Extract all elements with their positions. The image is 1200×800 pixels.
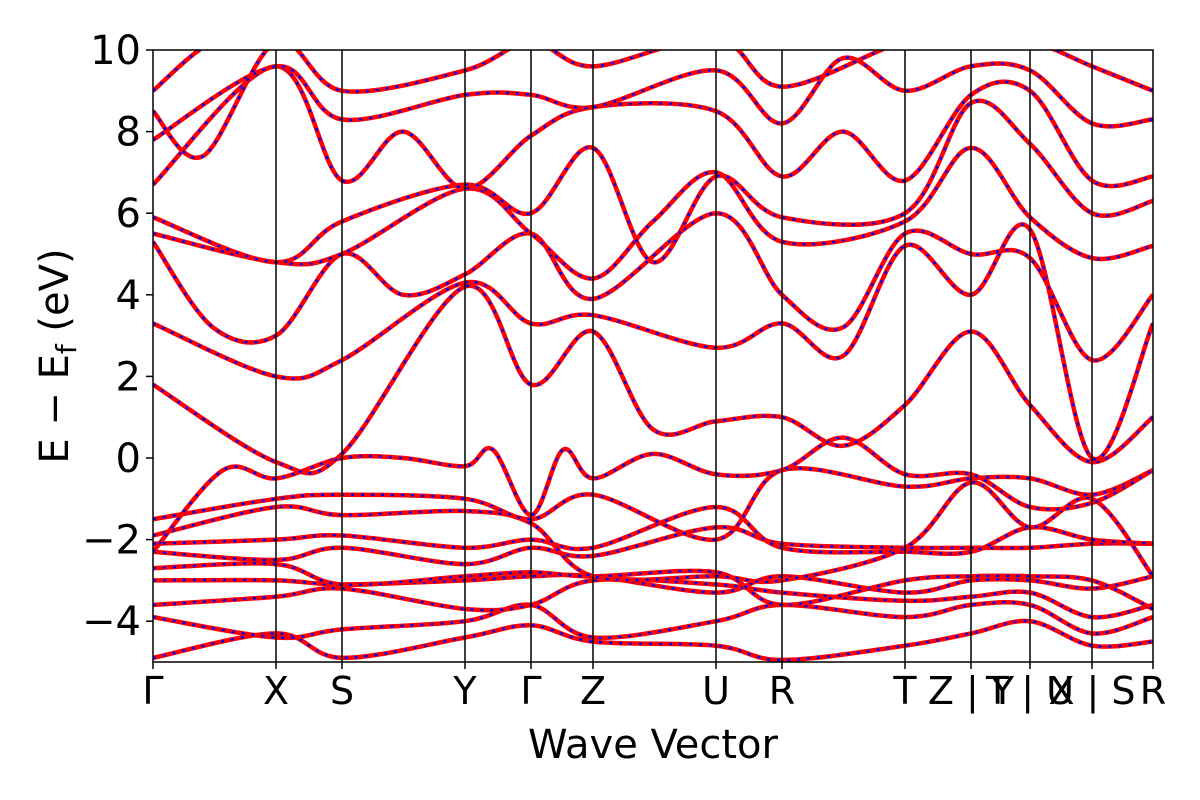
band-2-line [153,577,1153,620]
y-axis-ticks: −4 −2 0 2 4 6 8 10 [82,28,153,645]
band-13-line [153,145,1153,281]
band-11-dash [153,223,1153,461]
y-tick-label-1: −2 [82,518,141,564]
x-tick-label-6: U [702,669,730,713]
band-0-dash [153,619,1153,662]
y-tick-label-3: 2 [116,354,141,400]
y-axis-label: E − Ef (eV) [32,248,83,463]
x-axis-label: Wave Vector [528,722,779,768]
x-tick-label-0: Γ [142,669,163,713]
band-6-dash [153,505,1153,556]
kpoint-lines-layer [275,50,1093,662]
band-5-dash [153,526,1153,566]
x-tick-label-8: T [892,669,917,713]
y-axis-label-unit: (eV) [32,248,78,344]
band-12-dash [153,211,1153,362]
band-17-dash [153,50,1153,160]
x-tick-label-9: Z | Y [928,669,1015,714]
x-tick-label-1: X [263,669,289,713]
y-tick-label-5: 6 [116,191,141,237]
x-tick-label-10: T | U [985,669,1074,714]
y-tick-label-0: −4 [82,599,141,645]
y-tick-label-2: 0 [116,436,141,482]
band-4-dash [153,562,1153,611]
band-10-dash [153,284,1153,475]
x-tick-label-3: Y [452,669,477,713]
x-tick-label-11: X | S [1048,669,1135,714]
x-tick-label-12: R [1140,669,1166,713]
y-tick-label-6: 8 [116,110,141,156]
plot-background [153,50,1153,662]
plot-frame [152,49,1154,663]
x-tick-label-2: S [330,669,354,713]
y-axis-label-main: E − E [32,354,78,464]
y-tick-label-4: 4 [116,273,141,319]
x-tick-label-7: R [769,669,795,713]
y-tick-label-7: 10 [90,28,141,74]
band-14-dash [153,99,1153,264]
y-axis-label-subscript: f [50,343,83,354]
x-tick-label-5: Z [580,669,606,713]
band-16-dash [153,56,1153,141]
x-tick-label-4: Γ [520,669,541,713]
band-15-dash [153,65,1153,190]
